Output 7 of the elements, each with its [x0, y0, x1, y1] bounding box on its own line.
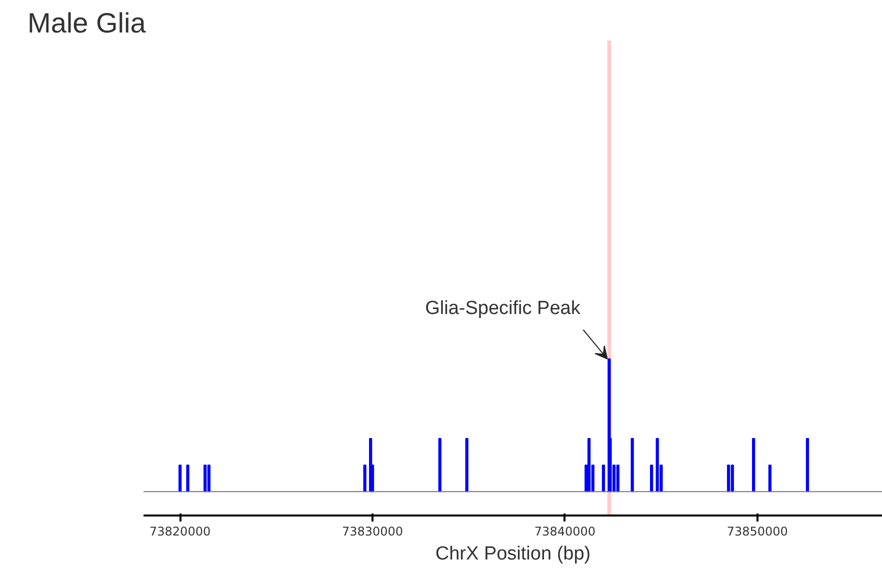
x-tick-label: 73820000 — [150, 524, 211, 538]
x-tick-label: 73840000 — [534, 524, 596, 538]
x-axis-title: ChrX Position (bp) — [435, 544, 591, 564]
chart-title: Male Glia — [28, 8, 146, 38]
x-tick-label: 73850000 — [726, 524, 788, 538]
x-tick-label: 73830000 — [342, 524, 404, 538]
annotation: Glia-Specific Peak — [425, 298, 581, 320]
